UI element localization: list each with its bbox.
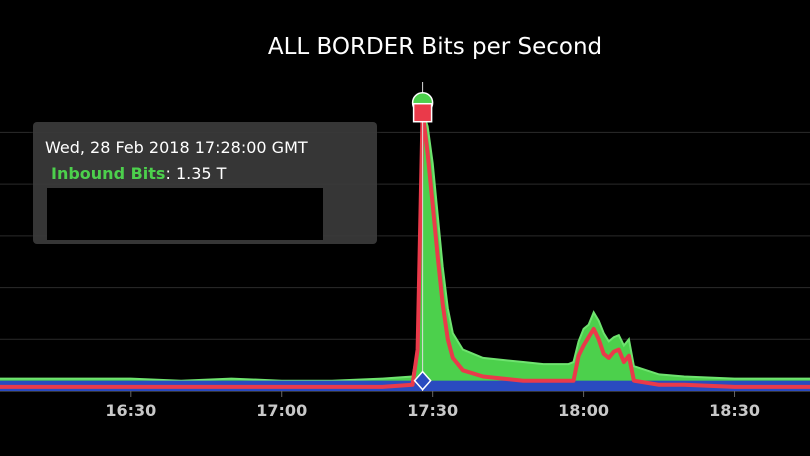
series-inbound-line — [0, 111, 810, 382]
tooltip-separator: : — [165, 164, 171, 183]
tooltip-series-name: Inbound Bits — [51, 164, 166, 183]
x-tick-label-1: 17:00 — [256, 401, 307, 420]
outbound-hover-marker[interactable] — [412, 102, 433, 123]
redacted-block — [47, 188, 323, 240]
chart-title: ALL BORDER Bits per Second — [267, 34, 603, 60]
tooltip-timestamp: Wed, 28 Feb 2018 17:28:00 GMT — [45, 138, 308, 157]
x-tick-label-3: 18:00 — [558, 401, 609, 420]
tooltip-series-row: Inbound Bits: 1.35 T — [51, 164, 226, 183]
hover-markers[interactable] — [411, 82, 434, 391]
series-outbound-line — [0, 109, 810, 389]
baseline-hover-marker[interactable] — [413, 370, 432, 391]
series-layer — [0, 109, 810, 391]
x-tick-label-0: 16:30 — [105, 401, 156, 420]
x-axis: 16:30 17:00 17:30 18:00 18:30 — [0, 391, 810, 420]
x-tick-label-2: 17:30 — [407, 401, 458, 420]
tooltip: Wed, 28 Feb 2018 17:28:00 GMT Inbound Bi… — [33, 122, 377, 244]
tooltip-value: 1.35 T — [175, 164, 227, 183]
x-tick-label-4: 18:30 — [709, 401, 760, 420]
